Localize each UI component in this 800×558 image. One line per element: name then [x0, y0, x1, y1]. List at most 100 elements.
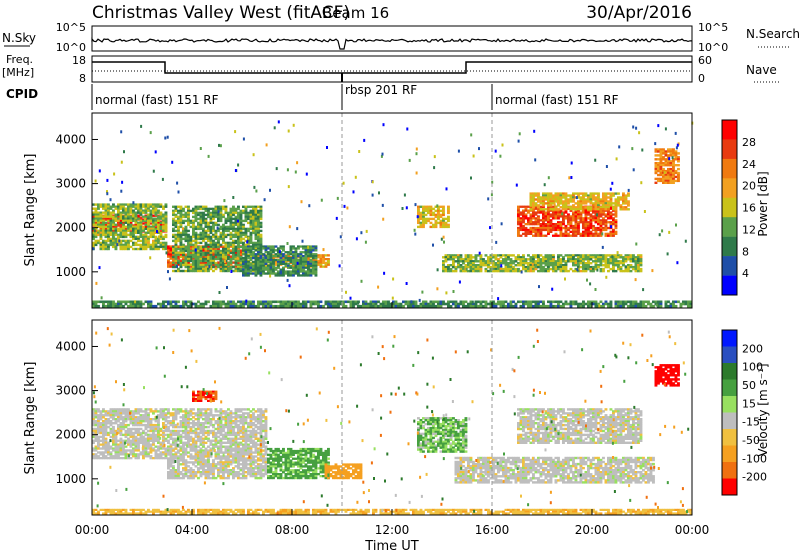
power-scatter-cell	[164, 137, 166, 140]
power-cell-r11	[272, 305, 275, 308]
power-cell-r7	[500, 262, 503, 264]
power-cell-r7	[497, 270, 500, 272]
power-cell-r3	[172, 252, 175, 254]
power-cell-r3	[235, 242, 238, 244]
power-cell-r5	[242, 253, 245, 255]
power-scatter-cell	[301, 200, 303, 203]
power-cell-r3	[227, 264, 230, 266]
power-cell-r5	[287, 270, 290, 272]
power-cell-r7	[445, 270, 448, 272]
power-cell-r7	[525, 270, 528, 272]
power-cell-r8	[612, 217, 615, 219]
power-cell-r11	[112, 305, 115, 308]
power-cell-r3	[240, 242, 243, 244]
power-cell-r1	[142, 203, 145, 205]
power-cell-r9	[612, 208, 615, 210]
power-cell-r11	[307, 301, 310, 304]
power-cell-r3	[220, 270, 223, 272]
power-cell-r7	[590, 258, 593, 260]
power-cell-r5	[312, 272, 315, 274]
power-scatter-cell	[99, 169, 101, 172]
power-scatter-cell	[101, 296, 103, 299]
power-cell-r10	[660, 174, 663, 176]
power-cell-r3	[245, 236, 248, 238]
power-scatter-cell	[217, 227, 219, 230]
power-cell-r7	[500, 256, 503, 258]
power-cell-r8	[532, 231, 535, 233]
power-cell-r3	[220, 264, 223, 266]
power-cell-r3	[222, 216, 225, 218]
power-cell-r7	[535, 256, 538, 258]
power-cell-r6	[445, 218, 448, 220]
power-cell-r11	[175, 305, 178, 308]
power-cell-r5	[282, 249, 285, 251]
power-cell-r3	[182, 238, 185, 240]
colorbar-tick: 28	[742, 136, 756, 149]
power-scatter-cell	[414, 233, 416, 236]
power-cell-r11	[422, 305, 425, 308]
power-cell-r7	[540, 270, 543, 272]
power-cell-r1	[112, 224, 115, 226]
power-cell-r5	[245, 270, 248, 272]
power-scatter-cell	[675, 224, 677, 227]
power-cell-r1	[160, 206, 163, 208]
power-cell-r3	[182, 222, 185, 224]
power-scatter-cell	[121, 161, 123, 164]
power-cell-r10	[662, 182, 665, 184]
power-cell-r11	[555, 301, 558, 304]
power-cell-r5	[277, 274, 280, 276]
power-cell-r7	[590, 262, 593, 264]
power-cell-r10	[677, 180, 680, 182]
power-scatter-cell	[176, 265, 178, 268]
power-cell-r8	[525, 210, 528, 212]
power-cell-r11	[312, 303, 315, 306]
power-scatter-cell	[307, 246, 309, 249]
power-cell-r11	[182, 305, 185, 308]
power-cell-r11	[555, 305, 558, 308]
power-cell-r11	[142, 303, 145, 306]
power-cell-r10	[677, 164, 680, 166]
power-cell-r5	[267, 247, 270, 249]
power-scatter-cell	[433, 166, 435, 169]
power-cell-r8	[555, 217, 558, 219]
power-cell-r1	[160, 203, 163, 205]
power-cell-r11	[562, 305, 565, 308]
power-cell-r1	[97, 242, 100, 244]
power-cell-r11	[407, 305, 410, 308]
power-cell-r3	[217, 246, 220, 248]
power-cell-r3	[182, 254, 185, 256]
power-cell-r1	[115, 232, 118, 234]
power-cell-r7	[575, 254, 578, 256]
power-cell-r9	[612, 202, 615, 204]
power-cell-r3	[217, 258, 220, 260]
power-cell-r11	[565, 303, 568, 306]
power-cell-r11	[97, 301, 100, 304]
power-cell-r1	[115, 248, 118, 250]
power-cell-r8	[587, 213, 590, 215]
power-cell-r3	[187, 206, 190, 208]
power-cell-r1	[95, 218, 98, 220]
power-scatter-cell	[631, 147, 633, 150]
power-cell-r6	[440, 226, 443, 228]
power-cell-r3	[187, 224, 190, 226]
power-cell-r7	[477, 260, 480, 262]
power-cell-r11	[462, 305, 465, 308]
power-cell-r11	[282, 305, 285, 308]
power-cell-r8	[532, 211, 535, 213]
power-cell-r5	[250, 251, 253, 253]
power-cell-r3	[177, 240, 180, 242]
power-cell-r3	[247, 222, 250, 224]
power-cell-r1	[145, 248, 148, 250]
power-cell-r11	[367, 305, 370, 308]
power-cell-r11	[305, 305, 308, 308]
power-cell-r7	[607, 266, 610, 268]
power-cell-r1	[122, 240, 125, 242]
power-cell-r3	[227, 230, 230, 232]
power-cell-r5	[292, 274, 295, 276]
power-cell-r11	[577, 305, 580, 308]
power-cell-r3	[190, 264, 193, 266]
power-scatter-cell	[366, 230, 368, 233]
power-scatter-cell	[185, 304, 187, 307]
power-scatter-cell	[436, 204, 438, 207]
power-scatter-cell	[140, 125, 142, 128]
